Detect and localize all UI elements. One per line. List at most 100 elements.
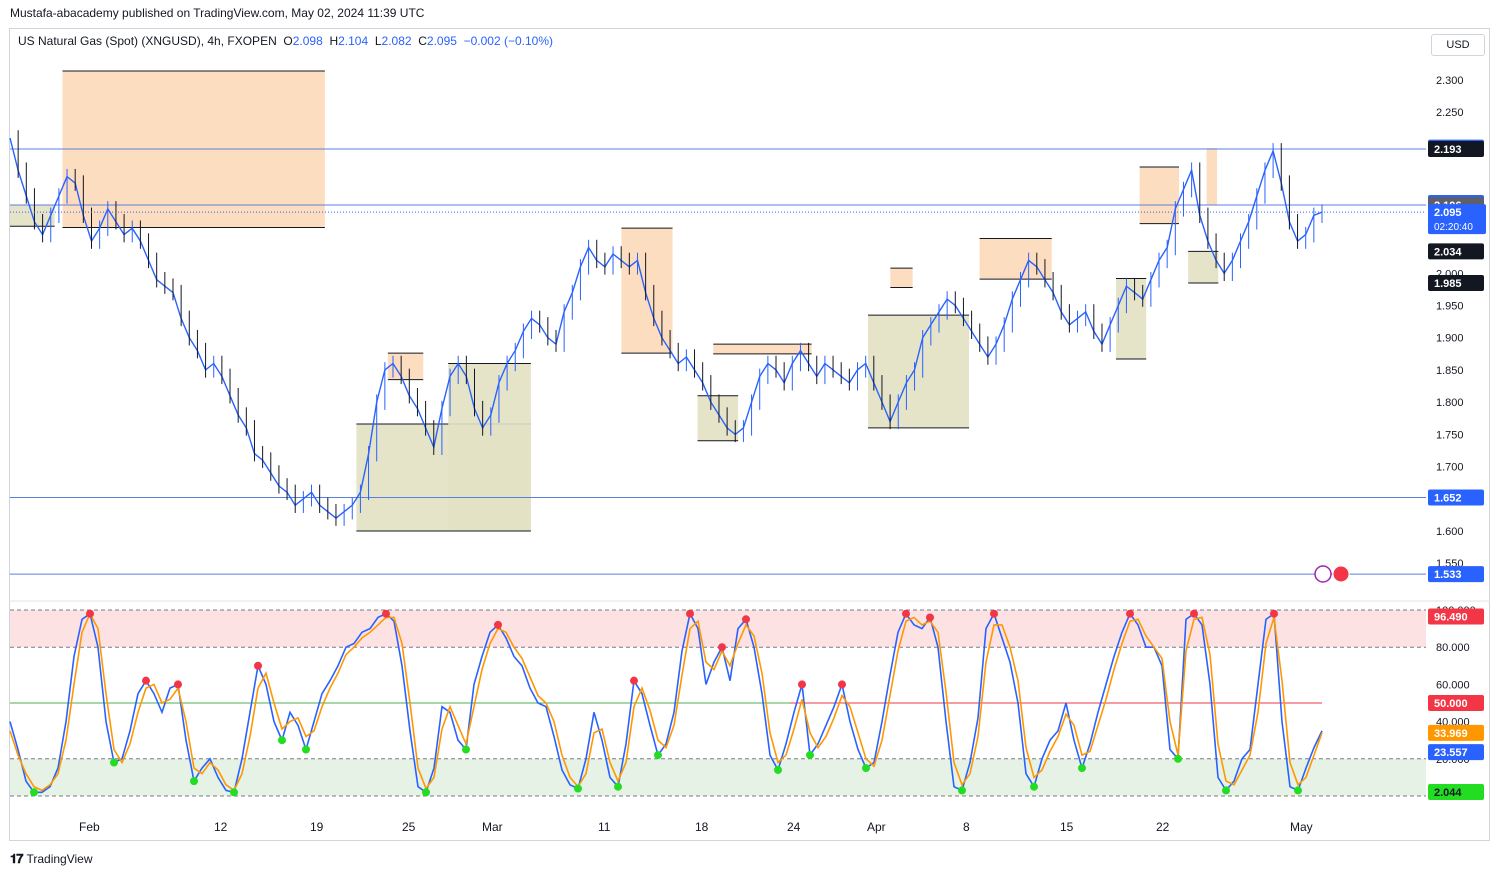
x-tick-label: 11	[598, 820, 611, 834]
x-tick-label: 12	[214, 820, 228, 834]
y-tick-label: 1.700	[1436, 462, 1464, 474]
price-label-3-bg	[1428, 274, 1484, 291]
zone-down-11	[697, 395, 739, 441]
x-tick-label: May	[1290, 820, 1313, 834]
x-tick-label: Feb	[79, 820, 100, 834]
stoch-value-bg-4	[1428, 784, 1484, 800]
low-label: L	[374, 34, 382, 48]
stoch-value-label-1: 50.000	[1434, 698, 1468, 710]
stoch-sell-marker	[990, 609, 998, 618]
x-tick-label: Mar	[482, 820, 503, 834]
stoch-sell-marker	[630, 676, 638, 685]
stoch-sell-marker	[254, 661, 262, 670]
price-label-3: 1.985	[1434, 278, 1462, 290]
stoch-value-bg-0	[1428, 608, 1484, 625]
zone-up-1	[387, 353, 424, 380]
stoch-buy-marker	[1174, 754, 1182, 763]
level-label-2: 1.652	[1434, 492, 1462, 504]
stoch-value-label-0: 96.490	[1434, 612, 1468, 624]
x-tick-label: 19	[310, 820, 324, 834]
close-value: 2.095	[426, 34, 457, 48]
x-tick-label: 24	[787, 820, 801, 834]
stoch-sell-marker	[1270, 609, 1278, 618]
stoch-sell-marker	[718, 643, 726, 652]
y-tick-label: 1.950	[1436, 301, 1464, 313]
high-label: H	[329, 34, 339, 48]
stoch-sell-marker	[686, 609, 694, 618]
us-flag-event-icon	[1332, 565, 1350, 583]
price-label-2: 2.034	[1434, 246, 1462, 258]
level-label-0-bg	[1428, 140, 1484, 157]
zone-up-3	[713, 344, 812, 354]
y-tick-label: 2.250	[1436, 107, 1464, 119]
stoch-buy-marker	[614, 782, 622, 791]
stoch-buy-marker	[230, 788, 238, 797]
stoch-buy-marker	[774, 765, 782, 774]
stoch-sell-marker	[1190, 609, 1198, 618]
x-tick-label: Apr	[867, 820, 886, 834]
stoch-value-label-4: 2.044	[1434, 787, 1462, 799]
stoch-sell-marker	[902, 609, 910, 618]
stoch-buy-marker	[302, 745, 310, 754]
stoch-y-tick-label: 80.000	[1436, 642, 1470, 654]
zone-up-7	[1206, 148, 1218, 205]
stoch-buy-marker	[278, 736, 286, 745]
stoch-buy-marker	[654, 751, 662, 760]
stoch-y-tick-label: 60.000	[1436, 679, 1470, 691]
stoch-sell-marker	[494, 620, 502, 629]
x-tick-label: 15	[1060, 820, 1074, 834]
open-value: 2.098	[292, 34, 323, 48]
stoch-buy-marker	[806, 751, 814, 760]
stoch-buy-marker	[422, 788, 430, 797]
countdown-label: 02:20:40	[1434, 222, 1473, 233]
y-tick-label: 1.800	[1436, 397, 1464, 409]
stoch-buy-marker	[1078, 764, 1086, 773]
high-value: 2.104	[338, 34, 369, 48]
change-value: −0.002 (−0.10%)	[463, 34, 553, 48]
y-tick-label: 1.750	[1436, 429, 1464, 441]
stoch-sell-marker	[382, 609, 390, 618]
candle-group	[17, 130, 1323, 526]
stoch-sell-marker	[926, 613, 934, 622]
y-tick-label: 1.850	[1436, 365, 1464, 377]
zone-down-14	[1188, 251, 1219, 283]
zone-up-4	[890, 268, 913, 288]
stoch-series-1	[9, 611, 1323, 792]
level-label-2-bg	[1428, 489, 1484, 506]
tradingview-logo-icon: 𝟏𝟕	[10, 851, 24, 866]
zone-up-6	[1139, 166, 1179, 224]
stoch-buy-marker	[958, 786, 966, 795]
stoch-value-label-3: 23.557	[1434, 747, 1468, 759]
y-tick-label: 2.300	[1436, 75, 1464, 87]
stoch-marker-group	[30, 609, 1302, 797]
last-price-bg	[1428, 204, 1486, 235]
x-tick-label: 25	[402, 820, 416, 834]
level-label-3: 1.533	[1434, 569, 1462, 581]
y-tick-label: 1.900	[1436, 333, 1464, 345]
stoch-buy-marker	[862, 764, 870, 773]
symbol-name[interactable]: US Natural Gas (Spot) (XNGUSD), 4h, FXOP…	[18, 34, 277, 48]
overbought-band	[10, 610, 1426, 648]
lightning-event-icon	[1314, 565, 1332, 583]
stoch-sell-marker	[86, 609, 94, 618]
zone-down-12	[868, 315, 970, 428]
close-label: C	[418, 34, 427, 48]
footer-brand-text: TradingView	[26, 852, 93, 866]
footer-brand: 𝟏𝟕 TradingView	[10, 851, 93, 867]
y-tick-label: 1.600	[1436, 526, 1464, 538]
stoch-sell-marker	[142, 676, 150, 685]
stoch-buy-marker	[1294, 786, 1302, 795]
stoch-sell-marker	[174, 680, 182, 689]
stoch-sell-marker	[798, 680, 806, 689]
stoch-buy-marker	[1030, 782, 1038, 791]
stoch-buy-marker	[1222, 786, 1230, 795]
price-label-2-bg	[1428, 243, 1484, 260]
stoch-buy-marker	[190, 777, 198, 786]
x-tick-label: 22	[1156, 820, 1170, 834]
stoch-value-bg-1	[1428, 695, 1484, 711]
symbol-legend: US Natural Gas (Spot) (XNGUSD), 4h, FXOP…	[18, 34, 553, 48]
price-series-line	[9, 137, 1323, 519]
chart-frame	[9, 28, 1490, 841]
currency-button[interactable]: USD	[1431, 34, 1485, 56]
